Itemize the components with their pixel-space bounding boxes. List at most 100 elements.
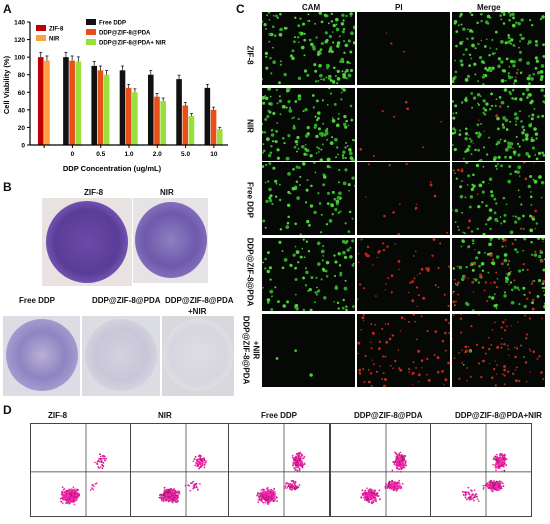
flow-title-nir: NIR xyxy=(158,411,172,420)
y-tick-label: 40 xyxy=(18,107,26,114)
row-label-pda-nir: DDP@ZIF-8@PDA xyxy=(241,315,251,385)
cell-dots xyxy=(385,32,405,53)
chart-legend: ZIF-8 NIR Free DDP DDP@ZIF-8@PDA DDP@ZIF-8@P… xyxy=(36,19,167,47)
fluorescence-micrograph xyxy=(452,88,545,161)
flow-scatter xyxy=(431,424,531,516)
x-tick-label: 5.0 xyxy=(181,151,190,158)
panel-label-b: B xyxy=(3,180,12,194)
cell-dots xyxy=(452,88,545,161)
column-title-pi: PI xyxy=(395,3,403,12)
cell-dots xyxy=(452,12,545,85)
dish-title-zif8: ZIF-8 xyxy=(84,188,104,197)
x-tick-label: 0.5 xyxy=(96,151,105,158)
cell-dots xyxy=(357,238,450,308)
bar xyxy=(125,87,132,145)
flow-title-pda: DDP@ZIF-8@PDA xyxy=(354,411,423,420)
flow-scatter xyxy=(331,424,431,516)
fluorescence-micrograph xyxy=(357,162,450,235)
legend-label: NIR xyxy=(49,37,60,43)
fluorescence-micrograph xyxy=(452,162,545,235)
viability-bar-chart: 0 20 40 60 80 100 120 140 0 0.5 1.0 2.0 5.0 10 DDP C… xyxy=(2,19,228,173)
stained-dish xyxy=(85,319,157,391)
cell-dots xyxy=(262,88,355,161)
fluorescence-micrograph xyxy=(262,238,355,311)
x-tick-label: 0 xyxy=(71,151,75,158)
flow-title-zif8: ZIF-8 xyxy=(48,411,68,420)
fluorescence-micrograph xyxy=(262,162,355,235)
panel-label-c: C xyxy=(236,2,245,16)
fluorescence-micrograph xyxy=(452,314,545,387)
fluorescence-micrograph xyxy=(452,12,545,85)
y-tick-label: 20 xyxy=(18,125,26,132)
cell-dots xyxy=(365,162,449,235)
bar xyxy=(176,79,182,145)
legend-swatch xyxy=(86,19,96,25)
flow-scatter xyxy=(31,424,131,516)
fluorescence-micrograph xyxy=(262,12,355,85)
y-tick-label: 120 xyxy=(14,37,25,44)
fluorescence-micrograph xyxy=(262,88,355,161)
dish-photo-pda-nir xyxy=(162,316,234,396)
flow-scatter xyxy=(229,424,329,516)
cell-dots xyxy=(262,12,355,85)
bar xyxy=(147,74,154,145)
dish-title-pda-nir: DDP@ZIF-8@PDA xyxy=(165,296,234,305)
y-tick-label: 60 xyxy=(18,90,26,97)
dish-photo-zif8 xyxy=(42,198,132,286)
legend-swatch xyxy=(86,39,96,45)
x-tick-label: 2.0 xyxy=(153,151,162,158)
stained-dish xyxy=(46,201,128,283)
flow-cytometry-plot xyxy=(30,423,132,517)
bar xyxy=(44,60,50,145)
dish-photo-nir xyxy=(133,198,208,283)
row-label-zif8: ZIF-8 xyxy=(245,45,255,65)
dish-photo-free-ddp xyxy=(3,316,80,396)
panel-label-a: A xyxy=(3,2,12,16)
column-title-merge: Merge xyxy=(477,3,501,12)
legend-swatch xyxy=(86,29,96,35)
bar xyxy=(69,60,75,145)
cell-dots xyxy=(357,314,450,387)
x-tick-label: 10 xyxy=(210,151,218,158)
flow-scatter xyxy=(131,424,231,516)
bar xyxy=(132,92,138,145)
bar xyxy=(204,87,211,145)
row-label-pda: DDP@ZIF-8@PDA xyxy=(245,237,255,307)
stained-dish xyxy=(163,319,233,391)
cell-dots xyxy=(262,162,355,235)
fluorescence-micrograph xyxy=(357,88,450,161)
flow-title-pda-nir: DDP@ZIF-8@PDA+NIR xyxy=(455,411,542,420)
fluorescence-micrograph xyxy=(357,238,450,311)
flow-cytometry-plot xyxy=(130,423,232,517)
column-title-cam: CAM xyxy=(302,3,321,12)
cell-dots xyxy=(452,238,545,311)
bar xyxy=(91,65,98,145)
flow-cytometry-plot xyxy=(228,423,330,517)
fluorescence-micrograph xyxy=(357,314,450,387)
flow-title-free-ddp: Free DDP xyxy=(261,411,298,420)
dish-title-free-ddp: Free DDP xyxy=(19,296,56,305)
cell-dots xyxy=(275,349,313,377)
stained-dish xyxy=(135,202,207,278)
legend-label: DDP@ZIF-8@PDA xyxy=(99,31,151,37)
cell-dots xyxy=(262,238,355,311)
bar xyxy=(75,61,82,145)
y-tick-label: 0 xyxy=(21,143,25,150)
row-label-free-ddp: Free DDP xyxy=(245,181,255,219)
flow-cytometry-plot xyxy=(330,423,432,517)
legend-swatch xyxy=(36,35,46,41)
bar xyxy=(188,116,195,145)
bar xyxy=(63,57,69,146)
fluorescence-micrograph xyxy=(357,12,450,85)
bar xyxy=(97,70,104,145)
dish-photo-pda xyxy=(82,316,160,396)
bar xyxy=(154,96,160,145)
bar xyxy=(216,129,223,145)
y-tick-label: 140 xyxy=(14,20,25,27)
bar xyxy=(103,74,110,145)
fluorescence-micrograph xyxy=(452,238,545,311)
cell-dots xyxy=(359,100,442,157)
row-label-pda-nir-line2: +NIR xyxy=(251,340,261,360)
legend-label: Free DDP xyxy=(99,21,126,27)
legend-label: DDP@ZIF-8@PDA+ NIR xyxy=(99,41,167,47)
